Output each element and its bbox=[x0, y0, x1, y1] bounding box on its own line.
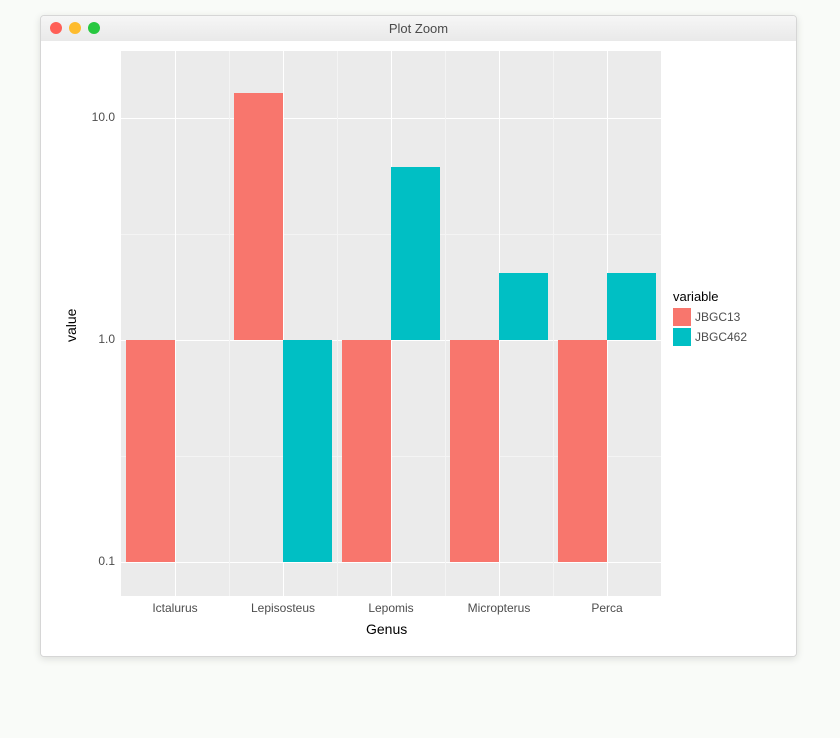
y-tick-label: 10.0 bbox=[75, 110, 115, 124]
legend-key bbox=[673, 328, 691, 346]
legend-key bbox=[673, 308, 691, 326]
bar-JBGC462 bbox=[607, 273, 656, 340]
legend-label: JBGC13 bbox=[695, 310, 740, 324]
x-tick-label: Ictalurus bbox=[125, 601, 225, 615]
legend-swatch bbox=[673, 328, 691, 346]
bar-JBGC13 bbox=[126, 340, 175, 562]
legend: variable JBGC13 JBGC462 bbox=[673, 289, 747, 348]
x-tick-label: Micropterus bbox=[449, 601, 549, 615]
grid-major bbox=[175, 51, 176, 596]
titlebar[interactable]: Plot Zoom bbox=[41, 16, 796, 42]
bar-JBGC462 bbox=[499, 273, 548, 340]
x-tick-label: Lepisosteus bbox=[233, 601, 333, 615]
legend-item: JBGC462 bbox=[673, 328, 747, 346]
grid-minor bbox=[337, 51, 338, 596]
x-tick-label: Perca bbox=[557, 601, 657, 615]
legend-item: JBGC13 bbox=[673, 308, 747, 326]
legend-swatch bbox=[673, 308, 691, 326]
bar-JBGC13 bbox=[342, 340, 391, 562]
grid-minor bbox=[229, 51, 230, 596]
bar-JBGC13 bbox=[450, 340, 499, 562]
traffic-lights bbox=[50, 22, 100, 34]
x-axis-title: Genus bbox=[366, 621, 407, 637]
y-tick-label: 1.0 bbox=[75, 332, 115, 346]
grid-minor bbox=[553, 51, 554, 596]
grid-minor bbox=[445, 51, 446, 596]
close-icon[interactable] bbox=[50, 22, 62, 34]
minimize-icon[interactable] bbox=[69, 22, 81, 34]
window-title: Plot Zoom bbox=[389, 21, 448, 36]
y-tick-label: 0.1 bbox=[75, 554, 115, 568]
x-tick-label: Lepomis bbox=[341, 601, 441, 615]
bar-JBGC13 bbox=[234, 93, 283, 340]
zoom-icon[interactable] bbox=[88, 22, 100, 34]
bar-JBGC13 bbox=[558, 340, 607, 562]
plot-area: value Genus variable JBGC13JBGC462 0.11.… bbox=[41, 41, 796, 656]
legend-label: JBGC462 bbox=[695, 330, 747, 344]
legend-title: variable bbox=[673, 289, 747, 304]
plot-window: Plot Zoom value Genus variable JBGC13JBG… bbox=[40, 15, 797, 657]
bar-JBGC462 bbox=[283, 340, 332, 562]
bar-JBGC462 bbox=[391, 167, 440, 340]
